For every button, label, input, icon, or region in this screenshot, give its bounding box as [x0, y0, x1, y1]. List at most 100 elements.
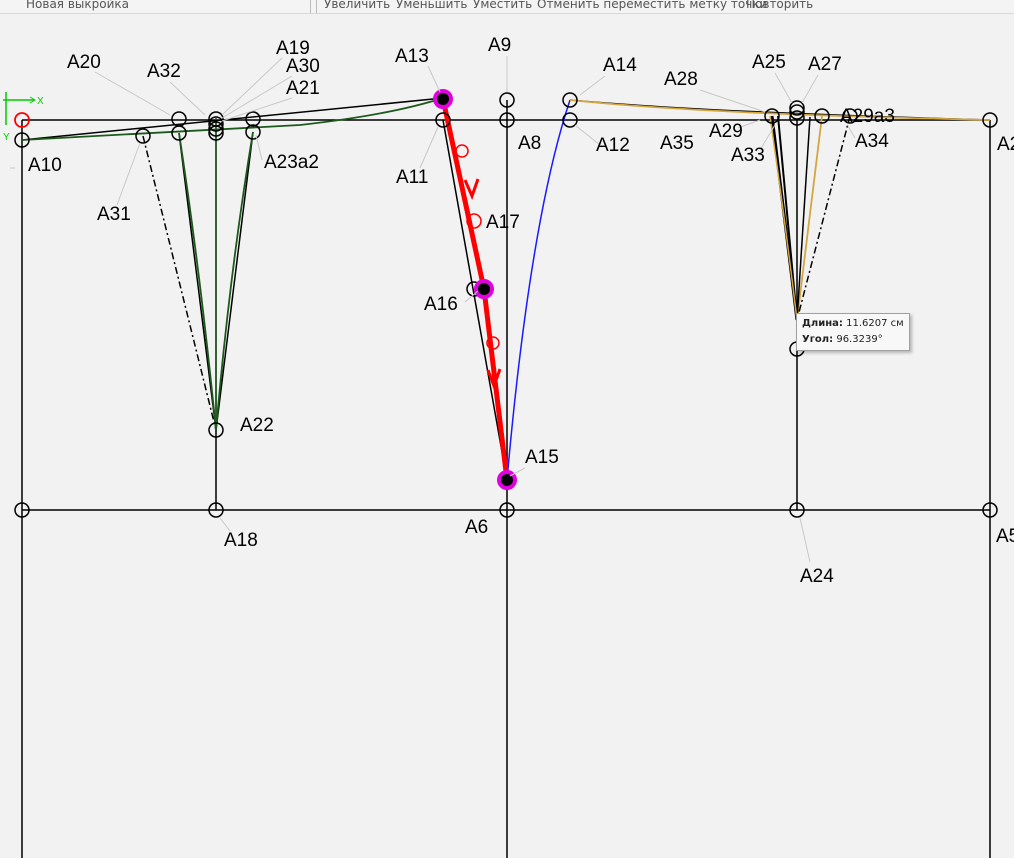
pattern-point[interactable]: [789, 502, 805, 518]
dart-curve: [796, 115, 823, 321]
pattern-point[interactable]: [764, 108, 780, 124]
zoom-in-button[interactable]: Увеличить: [324, 0, 391, 11]
label-leader: [94, 71, 171, 116]
pattern-point[interactable]: [499, 92, 515, 108]
label-leader: [699, 89, 766, 113]
dart-line: [215, 131, 254, 431]
point-label-a21[interactable]: A21: [286, 78, 320, 99]
point-label-a29[interactable]: A29: [709, 121, 743, 142]
label-leader: [847, 125, 856, 139]
active-segment[interactable]: [440, 98, 510, 481]
point-label-a15[interactable]: A15: [525, 447, 559, 468]
point-label-a18[interactable]: A18: [224, 530, 258, 551]
point-label-a28[interactable]: A28: [664, 69, 698, 90]
length-value: 11.6207 см: [846, 318, 904, 329]
redo-button[interactable]: Повторить: [746, 0, 814, 11]
label-leader: [799, 517, 811, 563]
label-leader: [221, 97, 293, 122]
pattern-point[interactable]: [14, 502, 30, 518]
point-label-a24[interactable]: A24: [800, 566, 834, 587]
label-leader: [116, 142, 141, 206]
pattern-point[interactable]: [208, 502, 224, 518]
point-label-a30[interactable]: A30: [286, 56, 320, 77]
pattern-point[interactable]: [208, 125, 224, 141]
undo-move-label-button[interactable]: Отменить переместить метку точки: [537, 0, 768, 11]
direction-arrow-icon: [463, 178, 480, 201]
dart-line: [777, 115, 798, 321]
point-label-a17[interactable]: A17: [486, 212, 520, 233]
pattern-point[interactable]: [208, 422, 224, 438]
selected-point[interactable]: [433, 89, 453, 109]
point-label-a12[interactable]: A12: [596, 135, 630, 156]
origin-point[interactable]: [14, 112, 30, 128]
dart-curve-right: [215, 131, 254, 431]
control-handle[interactable]: [455, 144, 469, 158]
point-label-a13[interactable]: A13: [395, 46, 429, 67]
dart-curve: [769, 115, 798, 321]
new-pattern-button[interactable]: Новая выкройка: [26, 0, 129, 11]
pattern-point[interactable]: [562, 112, 578, 128]
point-label-a33[interactable]: A33: [731, 145, 765, 166]
point-label-a27[interactable]: A27: [808, 54, 842, 75]
pattern-point[interactable]: [982, 112, 998, 128]
point-label-a10[interactable]: A10: [28, 155, 62, 176]
selected-point[interactable]: [474, 279, 494, 299]
control-handle[interactable]: [466, 213, 482, 229]
point-label-a14[interactable]: A14: [603, 55, 637, 76]
point-label-a35[interactable]: A35: [660, 133, 694, 154]
pattern-point[interactable]: [789, 110, 805, 126]
pattern-point[interactable]: [789, 104, 805, 120]
axis-origin: X Y: [3, 92, 44, 143]
point-label-a6[interactable]: A6: [465, 517, 488, 538]
label-leader: [169, 81, 206, 116]
fit-button[interactable]: Уместить: [473, 0, 533, 11]
side-seam: [442, 99, 571, 481]
front-dart: [21, 97, 444, 431]
pattern-point[interactable]: [208, 116, 224, 132]
measurement-tooltip: Длина: 11.6207 см Угол: 96.3239°: [796, 313, 910, 351]
point-label-a25[interactable]: A25: [752, 52, 786, 73]
pattern-point[interactable]: [499, 502, 515, 518]
back-dart: [569, 99, 991, 321]
point-label-a16[interactable]: A16: [424, 294, 458, 315]
point-label-a34[interactable]: A34: [855, 131, 889, 152]
pattern-point[interactable]: [814, 108, 830, 124]
pattern-point[interactable]: [789, 100, 805, 116]
point-label-a8[interactable]: A8: [518, 133, 541, 154]
point-label-a32[interactable]: A32: [147, 61, 181, 82]
pattern-point[interactable]: [499, 112, 515, 128]
pattern-point[interactable]: [208, 121, 224, 137]
label-leader: [759, 124, 776, 151]
point-label-a5[interactable]: A5: [996, 526, 1014, 547]
pattern-point[interactable]: [14, 132, 30, 148]
pattern-point[interactable]: [171, 125, 187, 141]
pattern-point[interactable]: [435, 112, 451, 128]
pattern-point[interactable]: [135, 128, 151, 144]
point-label-a23a2[interactable]: A23a2: [264, 152, 319, 173]
points[interactable]: [14, 92, 998, 518]
waist-straight: [21, 97, 444, 141]
point-label-a11[interactable]: A11: [396, 167, 428, 188]
pattern-point[interactable]: [245, 111, 261, 127]
zoom-out-button[interactable]: Уменьшить: [396, 0, 468, 11]
pattern-point[interactable]: [842, 108, 858, 124]
control-handle[interactable]: [486, 336, 500, 350]
active-segment-upper[interactable]: [440, 98, 487, 290]
front-side-seam: [442, 119, 508, 481]
point-label-a19[interactable]: A19: [276, 38, 310, 59]
pattern-point[interactable]: [562, 92, 578, 108]
point-label-a2[interactable]: A2: [997, 134, 1014, 155]
point-label-a20[interactable]: A20: [67, 52, 101, 73]
point-label-a29a3[interactable]: A29a3: [840, 106, 895, 127]
point-label-a22[interactable]: A22: [240, 415, 274, 436]
dart-line-dashed: [796, 115, 851, 321]
front-waist-curve: [21, 97, 444, 141]
point-label-a9[interactable]: A9: [488, 35, 511, 56]
back-waist-curve: [569, 99, 991, 121]
pattern-point[interactable]: [982, 502, 998, 518]
angle-value: 96.3239°: [836, 334, 883, 345]
pattern-point[interactable]: [245, 124, 261, 140]
point-label-a31[interactable]: A31: [97, 204, 131, 225]
